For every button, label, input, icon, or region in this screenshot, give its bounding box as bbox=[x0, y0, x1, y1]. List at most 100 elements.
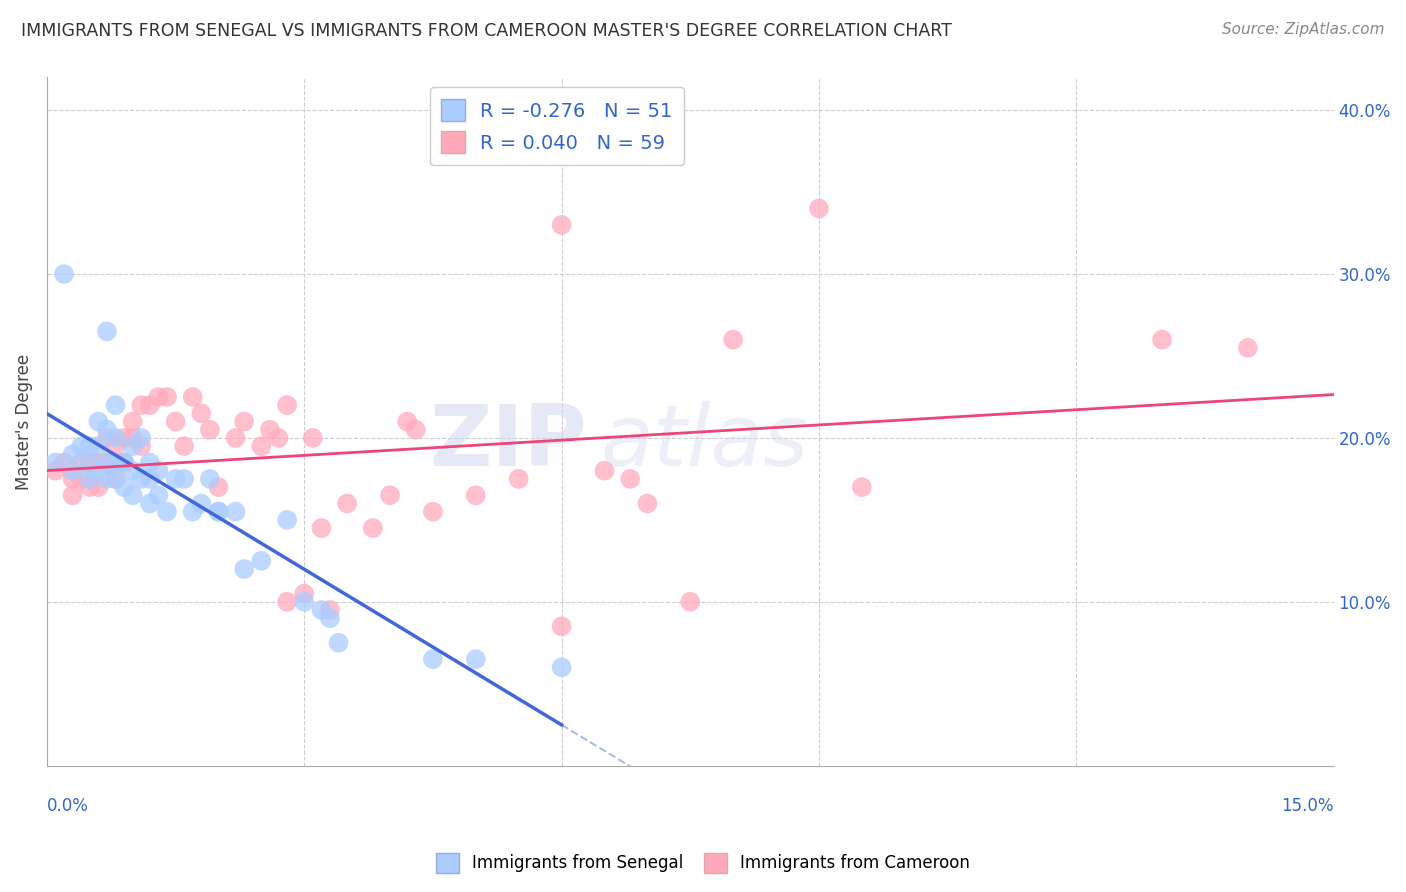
Point bbox=[1152, 333, 1174, 347]
Point bbox=[807, 202, 830, 216]
Point bbox=[550, 218, 572, 232]
Point bbox=[422, 652, 444, 666]
Point bbox=[301, 431, 323, 445]
Point bbox=[550, 660, 572, 674]
Point bbox=[96, 325, 118, 339]
Point bbox=[165, 415, 187, 429]
Point bbox=[361, 521, 384, 535]
Point bbox=[259, 423, 281, 437]
Point bbox=[250, 554, 273, 568]
Point bbox=[233, 415, 256, 429]
Point bbox=[121, 439, 143, 453]
Point bbox=[148, 390, 170, 404]
Text: 15.0%: 15.0% bbox=[1281, 797, 1334, 814]
Point bbox=[422, 505, 444, 519]
Text: 0.0%: 0.0% bbox=[46, 797, 89, 814]
Text: ZIP: ZIP bbox=[430, 401, 588, 483]
Point bbox=[104, 472, 127, 486]
Point bbox=[250, 439, 273, 453]
Point bbox=[464, 488, 486, 502]
Point bbox=[121, 488, 143, 502]
Point bbox=[508, 472, 530, 486]
Point bbox=[129, 398, 152, 412]
Point bbox=[96, 423, 118, 437]
Point bbox=[79, 472, 101, 486]
Point bbox=[593, 464, 616, 478]
Point bbox=[225, 431, 247, 445]
Text: IMMIGRANTS FROM SENEGAL VS IMMIGRANTS FROM CAMEROON MASTER'S DEGREE CORRELATION : IMMIGRANTS FROM SENEGAL VS IMMIGRANTS FR… bbox=[21, 22, 952, 40]
Point bbox=[139, 496, 162, 510]
Point bbox=[721, 333, 744, 347]
Point bbox=[53, 456, 76, 470]
Point bbox=[87, 415, 110, 429]
Point bbox=[79, 439, 101, 453]
Point bbox=[121, 415, 143, 429]
Legend: Immigrants from Senegal, Immigrants from Cameroon: Immigrants from Senegal, Immigrants from… bbox=[429, 847, 977, 880]
Point bbox=[104, 439, 127, 453]
Point bbox=[129, 472, 152, 486]
Point bbox=[292, 586, 315, 600]
Point bbox=[129, 431, 152, 445]
Point bbox=[378, 488, 401, 502]
Point bbox=[276, 398, 298, 412]
Point bbox=[44, 456, 66, 470]
Point bbox=[112, 456, 135, 470]
Point bbox=[319, 611, 342, 625]
Point bbox=[550, 619, 572, 633]
Point bbox=[636, 496, 658, 510]
Point bbox=[139, 456, 162, 470]
Point bbox=[328, 636, 350, 650]
Point bbox=[139, 398, 162, 412]
Point bbox=[198, 472, 221, 486]
Point bbox=[104, 398, 127, 412]
Point bbox=[619, 472, 641, 486]
Point bbox=[96, 456, 118, 470]
Point bbox=[87, 456, 110, 470]
Point bbox=[311, 521, 333, 535]
Text: atlas: atlas bbox=[600, 401, 808, 483]
Point bbox=[112, 480, 135, 494]
Point bbox=[276, 595, 298, 609]
Point bbox=[96, 456, 118, 470]
Point bbox=[190, 496, 212, 510]
Point bbox=[121, 431, 143, 445]
Point bbox=[79, 456, 101, 470]
Point bbox=[405, 423, 427, 437]
Point bbox=[79, 456, 101, 470]
Point bbox=[276, 513, 298, 527]
Text: Source: ZipAtlas.com: Source: ZipAtlas.com bbox=[1222, 22, 1385, 37]
Point bbox=[396, 415, 419, 429]
Point bbox=[207, 505, 229, 519]
Point bbox=[112, 456, 135, 470]
Point bbox=[104, 472, 127, 486]
Point bbox=[319, 603, 342, 617]
Point bbox=[70, 456, 93, 470]
Point bbox=[121, 464, 143, 478]
Point bbox=[104, 456, 127, 470]
Point bbox=[139, 472, 162, 486]
Point bbox=[62, 472, 84, 486]
Point bbox=[679, 595, 702, 609]
Point bbox=[96, 472, 118, 486]
Point bbox=[198, 423, 221, 437]
Point bbox=[225, 505, 247, 519]
Point bbox=[1237, 341, 1260, 355]
Point bbox=[62, 488, 84, 502]
Y-axis label: Master's Degree: Master's Degree bbox=[15, 353, 32, 490]
Point bbox=[112, 431, 135, 445]
Point bbox=[87, 480, 110, 494]
Point bbox=[104, 431, 127, 445]
Point bbox=[207, 505, 229, 519]
Point bbox=[267, 431, 290, 445]
Point bbox=[44, 464, 66, 478]
Point bbox=[112, 456, 135, 470]
Point bbox=[96, 431, 118, 445]
Point bbox=[464, 652, 486, 666]
Point bbox=[181, 505, 204, 519]
Point bbox=[851, 480, 873, 494]
Legend: R = -0.276   N = 51, R = 0.040   N = 59: R = -0.276 N = 51, R = 0.040 N = 59 bbox=[430, 87, 685, 165]
Point bbox=[79, 480, 101, 494]
Point bbox=[173, 439, 195, 453]
Point bbox=[148, 488, 170, 502]
Point bbox=[148, 464, 170, 478]
